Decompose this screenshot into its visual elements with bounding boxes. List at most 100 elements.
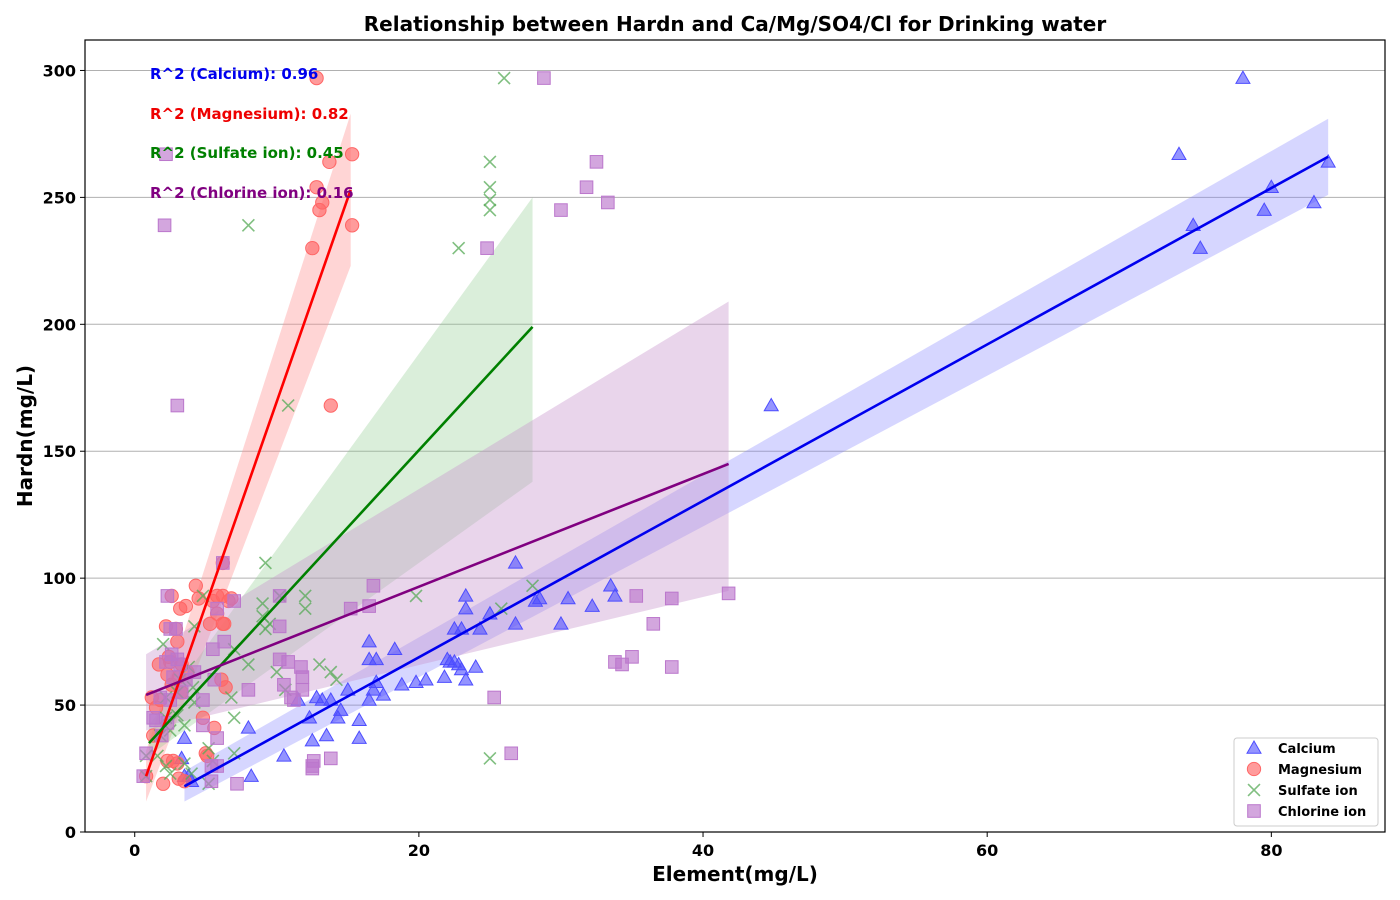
legend-marker-calcium	[1246, 739, 1262, 754]
data-point-calcium	[507, 554, 524, 569]
data-point-chlorine	[305, 761, 320, 776]
data-point-magnesium	[178, 598, 194, 614]
y-tick-label: 150	[43, 442, 76, 461]
x-ticks: 0 20 40 60 80	[129, 832, 1282, 860]
data-point-chlorine	[139, 746, 153, 761]
x-tick-label: 40	[692, 841, 714, 860]
data-point-calcium	[602, 577, 619, 592]
data-point-magnesium	[344, 147, 360, 162]
data-point-sulfate	[185, 767, 199, 781]
data-point-calcium	[467, 658, 484, 673]
data-point-magnesium	[309, 70, 324, 86]
legend-marker-chlorine	[1247, 804, 1261, 818]
data-point-chlorine	[159, 147, 173, 162]
data-point-calcium	[351, 730, 368, 744]
y-ticks: 0 50 100 150 200 250 300	[43, 61, 85, 842]
r2-magnesium-annotation: R^2 (Magnesium): 0.82	[150, 105, 349, 123]
data-point-chlorine	[206, 642, 220, 657]
data-point-calcium	[1171, 146, 1187, 160]
data-point-sulfate	[483, 155, 497, 169]
data-point-sulfate	[494, 602, 508, 616]
data-point-calcium	[365, 681, 382, 696]
data-point-chlorine	[323, 751, 338, 766]
data-point-calcium	[276, 747, 292, 762]
fit-line-calcium	[183, 155, 1329, 788]
data-point-chlorine	[664, 660, 679, 674]
x-tick-label: 60	[976, 841, 998, 860]
legend-marker-chlorine	[1247, 804, 1261, 818]
r2-chlorine-annotation: R^2 (Chlorine ion): 0.16	[150, 184, 354, 202]
data-point-chlorine	[504, 746, 519, 761]
data-point-sulfate	[270, 665, 284, 679]
data-point-sulfate	[452, 241, 466, 255]
fit-line-chlorine	[145, 462, 730, 697]
data-point-sulfate	[241, 218, 255, 232]
confidence-band-chlorine	[146, 301, 729, 731]
data-point-calcium	[1306, 194, 1322, 209]
fit-lines	[144, 155, 1329, 788]
data-point-chlorine	[287, 693, 301, 707]
data-point-sulfate	[258, 556, 272, 570]
data-point-calcium	[386, 641, 403, 655]
data-point-sulfate	[159, 759, 173, 773]
data-point-calcium	[457, 600, 474, 615]
data-points	[136, 70, 1337, 791]
data-point-calcium	[304, 732, 321, 747]
data-point-sulfate	[298, 602, 312, 616]
legend: Calcium Magnesium Sulfate ion Chlorine i…	[1233, 737, 1379, 827]
data-point-chlorine	[230, 776, 244, 791]
data-point-magnesium	[305, 241, 320, 256]
legend-box	[1233, 737, 1379, 827]
legend-marker-sulfate	[1247, 783, 1261, 797]
data-point-magnesium	[322, 154, 337, 169]
confidence-bands	[146, 113, 1329, 802]
data-point-sulfate	[497, 71, 511, 85]
data-point-sulfate	[256, 597, 270, 611]
x-tick-label: 80	[1260, 841, 1282, 860]
data-point-chlorine	[487, 690, 501, 705]
data-point-chlorine	[295, 670, 310, 684]
data-point-calcium	[361, 691, 378, 706]
data-point-chlorine	[160, 589, 175, 603]
data-point-chlorine	[664, 591, 679, 606]
data-point-calcium	[1256, 202, 1273, 216]
data-point-chlorine	[159, 655, 173, 669]
data-point-sulfate	[312, 657, 326, 671]
data-point-chlorine	[241, 683, 256, 697]
data-point-calcium	[560, 590, 576, 605]
data-point-calcium	[453, 661, 470, 676]
data-point-chlorine	[366, 578, 381, 593]
data-point-chlorine	[210, 731, 224, 745]
data-point-magnesium	[344, 218, 360, 233]
data-point-calcium	[308, 689, 325, 704]
data-point-chlorine	[217, 634, 232, 649]
r2-sulfate-annotation: R^2 (Sulfate ion): 0.45	[150, 144, 344, 162]
data-point-calcium	[507, 615, 524, 630]
y-tick-label: 0	[65, 823, 76, 842]
fit-line-magnesium	[144, 189, 352, 777]
data-point-calcium	[393, 676, 410, 691]
chart-title: Relationship between Hardn and Ca/Mg/SO4…	[364, 12, 1107, 36]
data-point-calcium	[361, 633, 378, 648]
data-point-sulfate	[483, 203, 497, 217]
legend-label-sulfate: Sulfate ion	[1278, 784, 1358, 799]
data-point-calcium	[1192, 240, 1209, 254]
data-point-magnesium	[309, 180, 324, 195]
data-point-chlorine	[646, 617, 661, 631]
data-point-chlorine	[625, 650, 639, 664]
data-point-chlorine	[272, 619, 287, 634]
y-tick-label: 50	[54, 696, 76, 715]
y-tick-label: 250	[43, 188, 76, 207]
legend-label-magnesium: Magnesium	[1278, 763, 1362, 778]
plot-frame	[84, 39, 1386, 833]
legend-marker-calcium	[1246, 739, 1262, 754]
data-point-sulfate	[281, 399, 295, 413]
data-point-chlorine	[480, 241, 494, 255]
data-point-sulfate	[324, 665, 338, 679]
data-point-calcium	[607, 587, 623, 602]
data-point-sulfate	[177, 756, 191, 770]
data-point-chlorine	[601, 195, 615, 210]
y-tick-label: 100	[43, 569, 76, 588]
legend-label-calcium: Calcium	[1278, 742, 1336, 757]
